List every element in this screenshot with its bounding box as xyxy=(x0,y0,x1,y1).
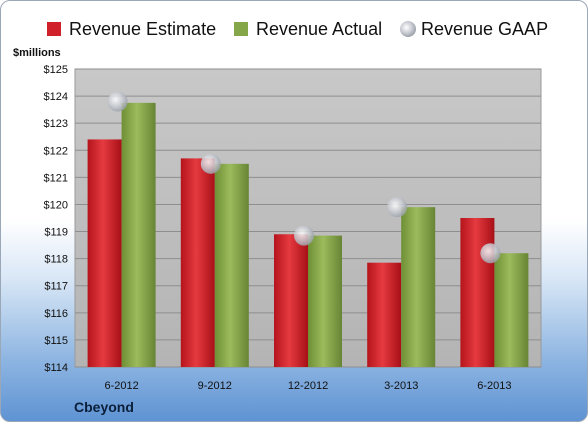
company-name: Cbeyond xyxy=(74,399,134,415)
y-tick-label: $115 xyxy=(44,335,68,347)
x-axis-ticks: 6-2012 9-2012 12-2012 3-2013 6-2013 xyxy=(104,380,511,392)
y-tick-label: $120 xyxy=(44,199,68,211)
x-tick-label: 9-2012 xyxy=(198,380,232,392)
y-tick-label: $116 xyxy=(44,308,68,320)
y-tick-label: $114 xyxy=(44,362,68,374)
x-tick-label: 3-2013 xyxy=(384,380,418,392)
bar-revenue-estimate xyxy=(180,158,215,367)
bar-revenue-actual xyxy=(214,163,249,367)
y-tick-label: $124 xyxy=(44,91,68,103)
gaap-marker xyxy=(387,197,408,218)
legend-label-revenue-gaap: Revenue GAAP xyxy=(421,19,548,39)
legend-label-revenue-actual: Revenue Actual xyxy=(256,19,382,39)
y-tick-label: $125 xyxy=(44,64,68,76)
bar-revenue-actual xyxy=(308,235,342,367)
legend: Revenue Estimate Revenue Actual Revenue … xyxy=(47,19,548,39)
x-tick-label: 12-2012 xyxy=(288,380,328,392)
y-tick-label: $119 xyxy=(44,227,68,239)
y-tick-label: $117 xyxy=(44,281,68,293)
x-tick-label: 6-2012 xyxy=(104,380,138,392)
gaap-marker xyxy=(294,225,314,246)
bars xyxy=(87,102,529,367)
gaap-markers xyxy=(107,91,501,264)
y-axis-ticks: $114 $115 $116 $117 $118 $119 $120 $121 $122 $123… xyxy=(44,64,68,374)
x-tick-label: 6-2013 xyxy=(477,380,511,392)
legend-swatch-revenue-estimate xyxy=(47,22,61,36)
bar-revenue-actual xyxy=(494,253,529,367)
legend-swatch-revenue-actual xyxy=(234,22,248,36)
y-tick-label: $118 xyxy=(44,254,68,266)
bar-revenue-estimate xyxy=(87,139,122,367)
gaap-marker xyxy=(480,243,501,264)
legend-label-revenue-estimate: Revenue Estimate xyxy=(69,19,216,39)
gaap-marker xyxy=(107,91,128,112)
bar-revenue-estimate xyxy=(460,218,495,367)
gaap-marker xyxy=(200,153,221,174)
bar-revenue-estimate xyxy=(367,262,402,367)
bar-revenue-estimate xyxy=(274,234,308,367)
legend-marker-revenue-gaap xyxy=(400,21,416,37)
y-axis-unit-label: $millions xyxy=(13,47,61,59)
bar-revenue-actual xyxy=(401,207,436,367)
bar-revenue-actual xyxy=(121,102,156,367)
y-tick-label: $123 xyxy=(44,118,68,130)
y-tick-label: $121 xyxy=(44,172,68,184)
y-tick-label: $122 xyxy=(44,145,68,157)
